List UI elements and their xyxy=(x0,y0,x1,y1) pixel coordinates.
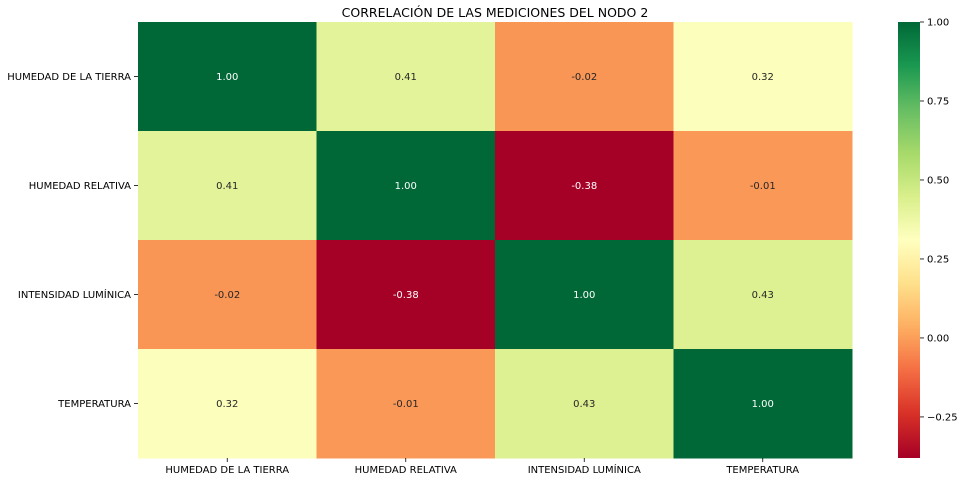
heatmap-cell xyxy=(316,22,496,132)
y-axis-ticks: HUMEDAD DE LA TIERRA HUMEDAD RELATIVA INTE… xyxy=(7,72,138,410)
heatmap-cell-value: 1.00 xyxy=(216,72,238,83)
heatmap-cell-value: -0.38 xyxy=(571,181,597,192)
heatmap-cell-value: 0.32 xyxy=(752,72,774,83)
heatmap-cell xyxy=(138,22,317,132)
heatmap-cell xyxy=(673,240,853,350)
heatmap-cell xyxy=(138,131,317,241)
heatmap-cell xyxy=(495,22,674,132)
y-tick-label: INTENSIDAD LUMÍNICA xyxy=(18,288,131,301)
heatmap-cell xyxy=(673,349,853,459)
colorbar-tick-label: 0.25 xyxy=(927,254,949,265)
heatmap-cell-value: 1.00 xyxy=(573,290,595,301)
heatmap-cell-value: 0.41 xyxy=(216,181,238,192)
colorbar-tick-label: 0.75 xyxy=(927,96,949,107)
heatmap-cell xyxy=(316,349,496,459)
colorbar-gradient xyxy=(898,22,920,458)
heatmap-cell-value: -0.01 xyxy=(750,181,776,192)
heatmap-cell xyxy=(495,131,674,241)
x-tick-label: HUMEDAD RELATIVA xyxy=(355,465,457,476)
x-axis-ticks: HUMEDAD DE LA TIERRA HUMEDAD RELATIVA INTE… xyxy=(165,458,799,476)
x-tick-label: TEMPERATURA xyxy=(725,465,799,476)
heatmap-cell xyxy=(495,240,674,350)
x-tick-label: HUMEDAD DE LA TIERRA xyxy=(165,465,289,476)
heatmap-cell-value: -0.02 xyxy=(214,290,240,301)
heatmap-cell-value: 0.43 xyxy=(573,399,595,410)
heatmap-cell-value: -0.38 xyxy=(393,290,419,301)
colorbar-tick-label: −0.25 xyxy=(927,412,958,423)
heatmap-cell-value: 0.32 xyxy=(216,399,238,410)
heatmap-cell xyxy=(316,240,496,350)
heatmap-cell-value: -0.01 xyxy=(393,399,419,410)
colorbar-tick-label: 1.00 xyxy=(927,18,949,29)
heatmap-cell xyxy=(316,131,496,241)
heatmap-cell-value: 1.00 xyxy=(752,399,774,410)
colorbar-tick-label: 0.00 xyxy=(927,333,949,344)
heatmap-cell xyxy=(138,240,317,350)
heatmap-cell-value: -0.02 xyxy=(571,72,597,83)
y-tick-label: TEMPERATURA xyxy=(57,399,131,410)
heatmap-cell xyxy=(138,349,317,459)
heatmap-cell xyxy=(673,22,853,132)
heatmap-cell xyxy=(673,131,853,241)
chart-title: CORRELACIÓN DE LAS MEDICIONES DEL NODO 2 xyxy=(342,5,649,20)
y-tick-label: HUMEDAD DE LA TIERRA xyxy=(7,72,131,83)
colorbar-tick-label: 0.50 xyxy=(927,175,949,186)
heatmap-cells: 1.00 0.41 -0.02 0.32 0.41 1.00 -0.38 -0.01 -0.02… xyxy=(138,22,853,459)
x-tick-label: INTENSIDAD LUMÍNICA xyxy=(528,463,641,476)
heatmap-cell-value: 0.43 xyxy=(752,290,774,301)
y-tick-label: HUMEDAD RELATIVA xyxy=(29,181,131,192)
heatmap-cell xyxy=(495,349,674,459)
heatmap-cell-value: 1.00 xyxy=(395,181,417,192)
colorbar: −0.25 0.00 0.25 0.50 0.75 1.00 xyxy=(898,18,958,458)
heatmap-cell-value: 0.41 xyxy=(395,72,417,83)
